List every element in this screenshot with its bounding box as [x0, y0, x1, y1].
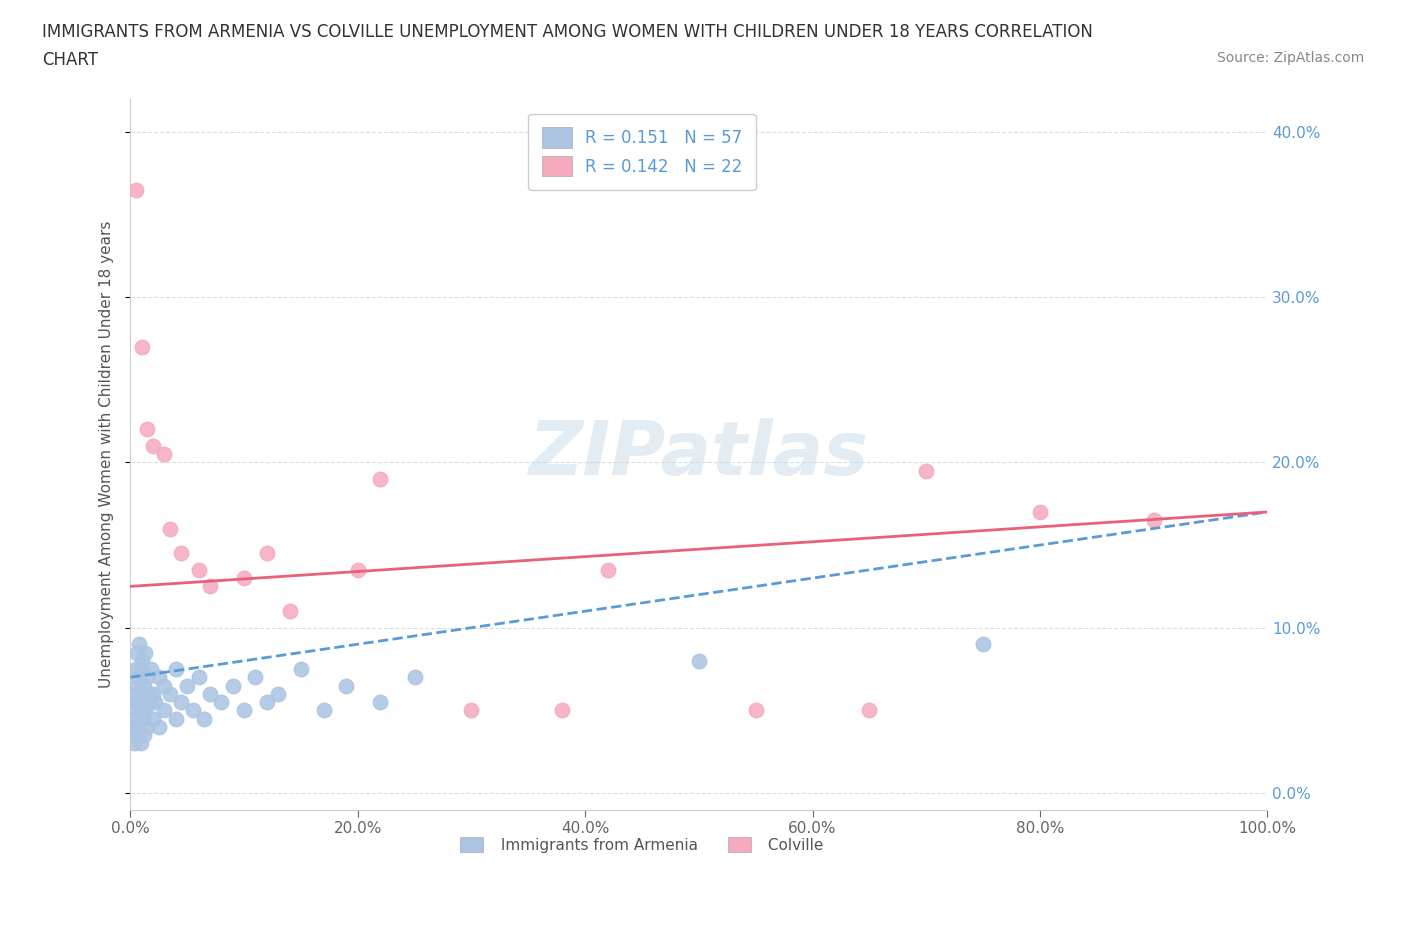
- Point: [256, 546, 278, 561]
- Point: [142, 711, 165, 726]
- Point: [122, 736, 145, 751]
- Point: [370, 472, 392, 486]
- Point: [125, 182, 148, 197]
- Point: [121, 720, 143, 735]
- Point: [176, 678, 198, 693]
- Point: [404, 670, 426, 684]
- Point: [370, 695, 392, 710]
- Point: [165, 661, 187, 676]
- Point: [136, 720, 159, 735]
- Point: [153, 446, 176, 461]
- Point: [132, 678, 155, 693]
- Point: [335, 678, 357, 693]
- Point: [125, 727, 148, 742]
- Point: [187, 563, 209, 578]
- Point: [346, 563, 368, 578]
- Point: [198, 579, 221, 594]
- Point: [278, 604, 301, 618]
- Point: [128, 695, 150, 710]
- Point: [125, 703, 148, 718]
- Point: [128, 637, 150, 652]
- Point: [127, 645, 149, 660]
- Point: [198, 686, 221, 701]
- Point: [233, 571, 256, 586]
- Point: [125, 661, 148, 676]
- Point: [131, 654, 153, 669]
- Point: [124, 686, 146, 701]
- Point: [153, 678, 176, 693]
- Point: [245, 670, 267, 684]
- Point: [187, 670, 209, 684]
- Text: Source: ZipAtlas.com: Source: ZipAtlas.com: [1216, 51, 1364, 65]
- Point: [256, 695, 278, 710]
- Y-axis label: Unemployment Among Women with Children Under 18 years: Unemployment Among Women with Children U…: [100, 220, 114, 688]
- Point: [596, 563, 619, 578]
- Point: [134, 645, 156, 660]
- Point: [233, 703, 256, 718]
- Point: [159, 686, 181, 701]
- Point: [124, 711, 146, 726]
- Point: [131, 703, 153, 718]
- Point: [165, 711, 187, 726]
- Point: [148, 670, 170, 684]
- Point: [159, 521, 181, 536]
- Point: [267, 686, 290, 701]
- Point: [139, 661, 162, 676]
- Point: [858, 703, 880, 718]
- Point: [1143, 512, 1166, 527]
- Point: [131, 339, 153, 354]
- Point: [143, 695, 166, 710]
- Point: [312, 703, 335, 718]
- Point: [127, 670, 149, 684]
- Point: [138, 686, 160, 701]
- Point: [290, 661, 312, 676]
- Point: [915, 463, 938, 478]
- Point: [136, 670, 159, 684]
- Point: [972, 637, 994, 652]
- Point: [148, 720, 170, 735]
- Text: CHART: CHART: [42, 51, 98, 69]
- Point: [142, 438, 165, 453]
- Point: [170, 546, 193, 561]
- Point: [138, 695, 160, 710]
- Point: [193, 711, 215, 726]
- Point: [122, 695, 145, 710]
- Legend:  Immigrants from Armenia,  Colville: Immigrants from Armenia, Colville: [454, 830, 830, 858]
- Text: ZIPatlas: ZIPatlas: [529, 418, 869, 491]
- Point: [460, 703, 482, 718]
- Point: [132, 711, 155, 726]
- Point: [744, 703, 766, 718]
- Point: [688, 654, 710, 669]
- Text: IMMIGRANTS FROM ARMENIA VS COLVILLE UNEMPLOYMENT AMONG WOMEN WITH CHILDREN UNDER: IMMIGRANTS FROM ARMENIA VS COLVILLE UNEM…: [42, 23, 1092, 41]
- Point: [221, 678, 243, 693]
- Point: [170, 695, 193, 710]
- Point: [142, 686, 165, 701]
- Point: [551, 703, 574, 718]
- Point: [127, 720, 149, 735]
- Point: [132, 727, 155, 742]
- Point: [209, 695, 232, 710]
- Point: [1029, 505, 1052, 520]
- Point: [136, 422, 159, 437]
- Point: [127, 678, 149, 693]
- Point: [181, 703, 204, 718]
- Point: [134, 703, 156, 718]
- Point: [131, 661, 153, 676]
- Point: [129, 736, 152, 751]
- Point: [153, 703, 176, 718]
